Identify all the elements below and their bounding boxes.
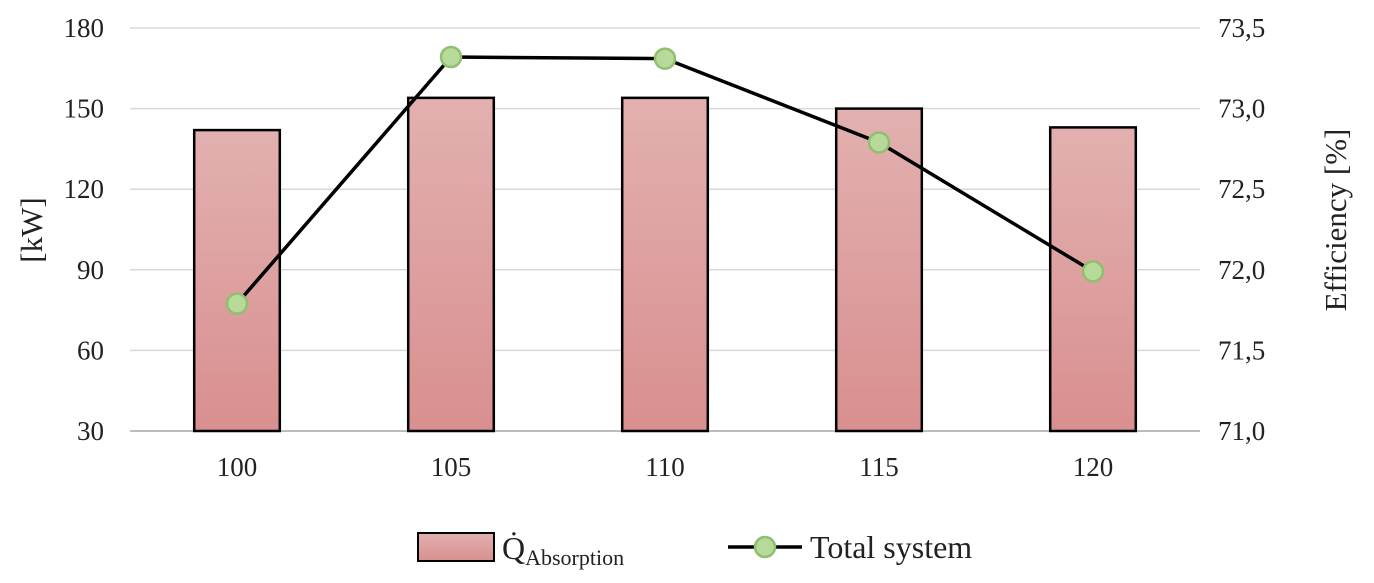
legend-label-bar: Q̇Absorption xyxy=(502,530,624,570)
y-tick-label-right: 73,0 xyxy=(1218,94,1265,124)
y-axis-title-right: Efficiency [%] xyxy=(1318,129,1353,312)
y-tick-label-left: 150 xyxy=(64,94,105,124)
y-tick-label-right: 71,0 xyxy=(1218,416,1265,446)
y-tick-label-left: 30 xyxy=(77,416,104,446)
bar xyxy=(1048,126,1138,433)
y-tick-label-right: 71,5 xyxy=(1218,335,1265,365)
y-axis-title-left: [kW] xyxy=(14,197,49,262)
x-tick-label: 105 xyxy=(431,452,472,482)
bar-series xyxy=(192,96,1138,433)
legend-swatch-bar xyxy=(417,532,495,562)
y-tick-label-right: 72,5 xyxy=(1218,174,1265,204)
line-point xyxy=(225,292,249,315)
x-tick-label: 120 xyxy=(1073,452,1114,482)
y-tick-label-left: 60 xyxy=(77,335,104,365)
line-point xyxy=(867,131,891,154)
line-point xyxy=(1081,260,1105,283)
y-tick-label-left: 90 xyxy=(77,255,104,285)
x-tick-label: 115 xyxy=(859,452,899,482)
y-tick-label-right: 72,0 xyxy=(1218,255,1265,285)
axes: 30 60 90 120 150 180 71,0 71,5 72,0 72,5 73,0 73,5 1… xyxy=(64,13,1266,482)
legend: Q̇Absorption Total system xyxy=(417,529,972,570)
legend-swatch-marker xyxy=(753,535,777,559)
y-tick-label-left: 120 xyxy=(64,174,105,204)
x-tick-label: 110 xyxy=(645,452,685,482)
y-tick-label-left: 180 xyxy=(64,13,105,43)
bar xyxy=(620,96,710,433)
line-series xyxy=(225,45,1105,315)
bar xyxy=(406,96,496,433)
bar xyxy=(192,128,282,433)
line-point xyxy=(653,47,677,70)
legend-label-line: Total system xyxy=(810,529,972,565)
x-tick-label: 100 xyxy=(217,452,258,482)
y-tick-label-right: 73,5 xyxy=(1218,13,1265,43)
line-point xyxy=(439,45,463,69)
bar xyxy=(834,107,924,433)
